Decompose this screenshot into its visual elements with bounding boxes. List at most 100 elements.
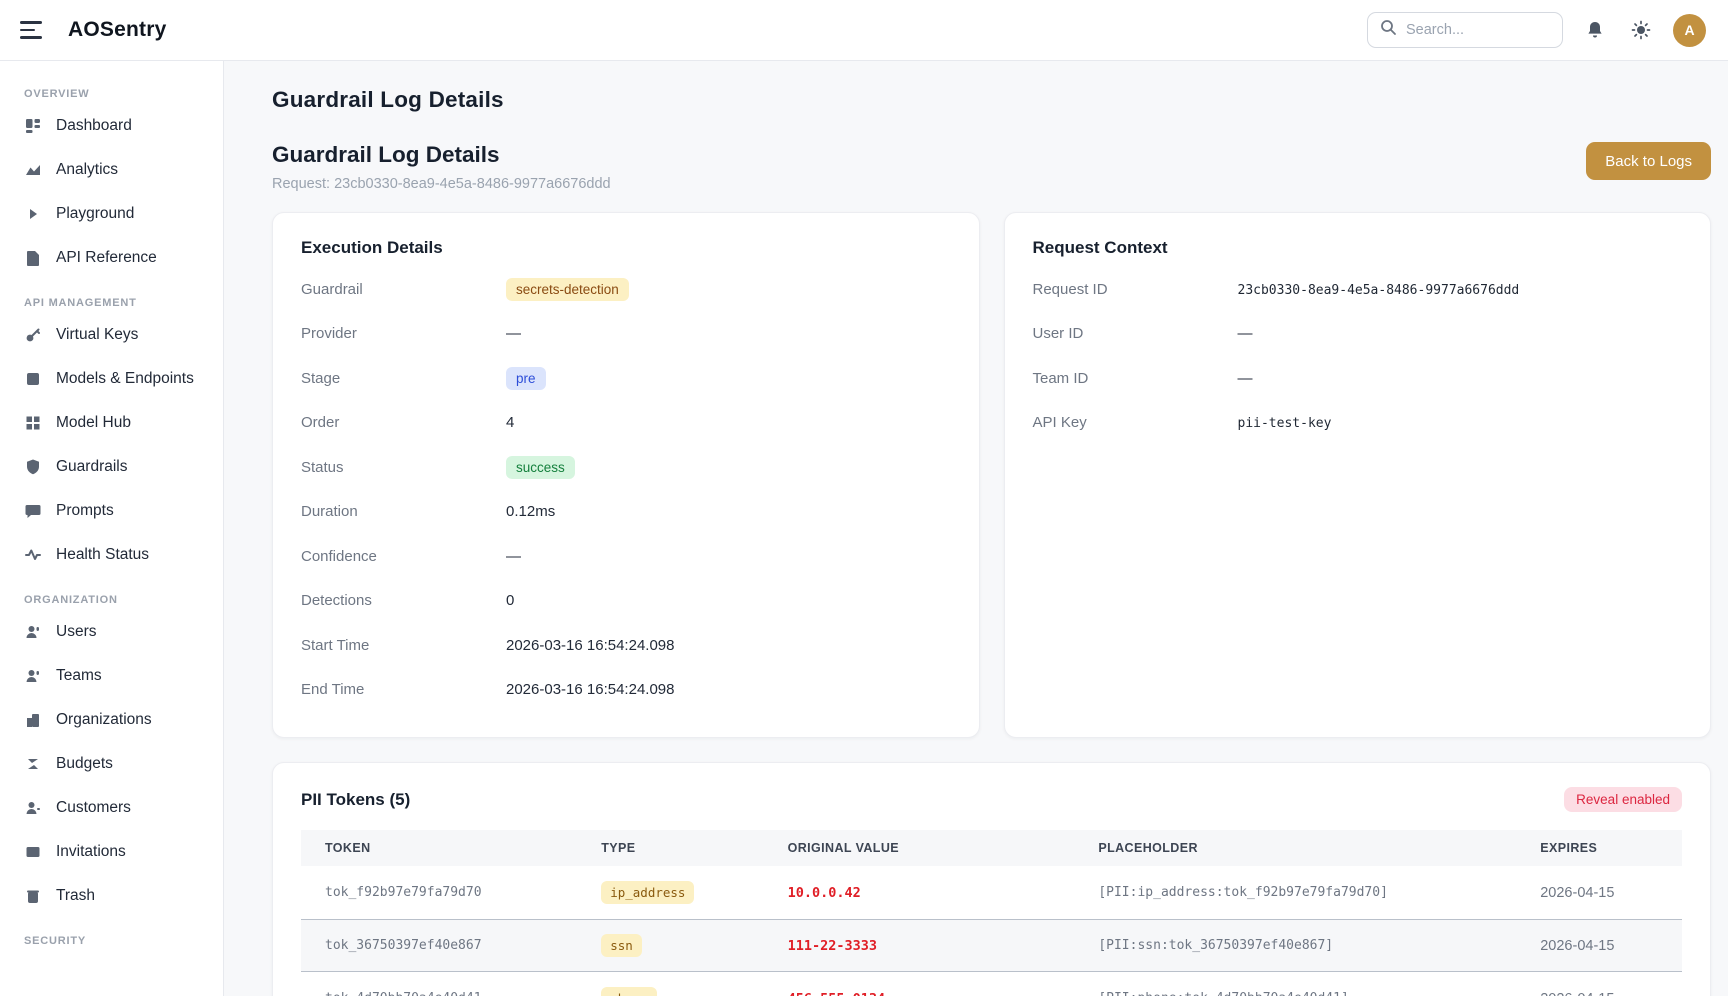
- detail-row: Provider —: [301, 312, 951, 357]
- detail-row: End Time 2026-03-16 16:54:24.098: [301, 668, 951, 713]
- sidebar: OVERVIEW Dashboard Analytics Playground: [0, 61, 224, 996]
- sidebar-item[interactable]: Organizations: [0, 698, 223, 742]
- analytics-icon: [24, 161, 42, 179]
- placeholder-cell: [PII:ip_address:tok_f92b97e79fa79d70]: [1098, 885, 1388, 900]
- detail-value: 0.12ms: [506, 503, 556, 521]
- sidebar-item-label: Dashboard: [56, 117, 132, 134]
- detail-label: Start Time: [301, 636, 370, 654]
- reveal-enabled-badge: Reveal enabled: [1564, 787, 1682, 812]
- detail-value: 2026-03-16 16:54:24.098: [506, 636, 675, 654]
- request-context-card: Request Context Request ID 23cb0330-8ea9…: [1003, 212, 1711, 738]
- pii-tokens-title: PII Tokens (5): [301, 789, 411, 809]
- placeholder-cell: [PII:phone:tok_4d70bb70a4e40d41]: [1074, 991, 1516, 996]
- table-column-header: TYPE: [601, 841, 636, 855]
- sidebar-item[interactable]: Playground: [0, 192, 223, 236]
- sidebar-item[interactable]: Prompts: [0, 489, 223, 533]
- sidebar-item[interactable]: Teams: [0, 654, 223, 698]
- detail-value: secrets-detection: [506, 277, 629, 301]
- detail-value: 4: [506, 414, 515, 432]
- execution-details-card: Execution Details Guardrail secrets-dete…: [272, 212, 980, 738]
- detail-label: API Key: [1032, 414, 1087, 432]
- back-to-logs-button[interactable]: Back to Logs: [1586, 142, 1711, 180]
- detail-label: Request ID: [1032, 280, 1108, 298]
- sidebar-section-label: SECURITY: [24, 935, 87, 947]
- page-title: Guardrail Log Details: [272, 87, 504, 112]
- table-row: tok_f92b97e79fa79d70 ip_address 10.0.0.4…: [301, 866, 1682, 919]
- sidebar-item-label: Prompts: [56, 502, 114, 519]
- sidebar-item[interactable]: Dashboard: [0, 104, 223, 148]
- card-title: Request Context: [1032, 238, 1168, 257]
- detail-value: 0: [506, 592, 515, 610]
- detail-row: Guardrail secrets-detection: [301, 267, 951, 312]
- detail-label: Guardrail: [301, 280, 363, 298]
- sidebar-item[interactable]: Trash: [0, 874, 223, 918]
- sidebar-item[interactable]: Analytics: [0, 148, 223, 192]
- detail-row: API Key pii-test-key: [1033, 401, 1683, 446]
- sidebar-item-label: Guardrails: [56, 458, 128, 475]
- table-column-header: EXPIRES: [1540, 841, 1598, 855]
- sidebar-section-label: OVERVIEW: [24, 88, 90, 100]
- detail-value: 23cb0330-8ea9-4e5a-8486-9977a6676ddd: [1237, 282, 1520, 298]
- detail-row: Detections 0: [301, 579, 951, 624]
- placeholder-cell: [PII:ssn:tok_36750397ef40e867]: [1098, 938, 1334, 953]
- menu-toggle-icon[interactable]: [20, 17, 46, 43]
- sidebar-item-label: API Reference: [56, 249, 157, 266]
- sidebar-item[interactable]: Health Status: [0, 533, 223, 577]
- detail-row: Request ID 23cb0330-8ea9-4e5a-8486-9977a…: [1033, 267, 1683, 312]
- section-title: Guardrail Log Details: [272, 142, 500, 167]
- sidebar-item[interactable]: API Reference: [0, 236, 223, 280]
- sidebar-item[interactable]: Guardrails: [0, 445, 223, 489]
- sidebar-item[interactable]: Model Hub: [0, 401, 223, 445]
- sidebar-item-label: Teams: [56, 667, 102, 684]
- theme-sun-icon[interactable]: [1627, 16, 1655, 44]
- detail-label: Stage: [301, 369, 341, 387]
- search-box[interactable]: [1367, 12, 1563, 48]
- detail-label: Confidence: [301, 547, 377, 565]
- detail-row: Duration 0.12ms: [301, 490, 951, 535]
- sidebar-item-label: Playground: [56, 205, 135, 222]
- expires-cell: 2026-04-15: [1516, 991, 1682, 996]
- detail-label: Detections: [301, 592, 372, 610]
- key-icon: [24, 326, 42, 344]
- expires-cell: 2026-04-15: [1540, 884, 1615, 901]
- avatar[interactable]: A: [1673, 13, 1706, 47]
- team-icon: [24, 667, 42, 685]
- sidebar-item-label: Users: [56, 623, 97, 640]
- sidebar-item[interactable]: Users: [0, 610, 223, 654]
- token-cell: tok_36750397ef40e867: [325, 938, 482, 953]
- search-icon: [1380, 19, 1397, 41]
- table-header-row: TOKEN TYPE ORIGINAL VALUE PLACEHOLDER EX…: [301, 830, 1682, 866]
- sidebar-item-label: Models & Endpoints: [56, 370, 194, 387]
- user-icon: [24, 623, 42, 641]
- sidebar-item[interactable]: Invitations: [0, 830, 223, 874]
- detail-label: Order: [301, 414, 340, 432]
- sidebar-section-label: API MANAGEMENT: [24, 297, 137, 309]
- detail-row: Stage pre: [301, 356, 951, 401]
- notifications-bell-icon[interactable]: [1581, 16, 1609, 44]
- dashboard-icon: [24, 117, 42, 135]
- trash-icon: [24, 887, 42, 905]
- sidebar-item-label: Budgets: [56, 755, 113, 772]
- type-badge: ssn: [601, 934, 642, 957]
- sidebar-item[interactable]: Virtual Keys: [0, 313, 223, 357]
- detail-label: Status: [301, 458, 344, 476]
- play-icon: [24, 205, 42, 223]
- envelope-icon: [24, 843, 42, 861]
- search-input[interactable]: [1406, 22, 1550, 38]
- grid-icon: [24, 414, 42, 432]
- sidebar-item[interactable]: Customers: [0, 786, 223, 830]
- sidebar-item[interactable]: Models & Endpoints: [0, 357, 223, 401]
- customer-icon: [24, 799, 42, 817]
- chat-icon: [24, 502, 42, 520]
- detail-label: End Time: [301, 681, 365, 699]
- type-cell: phone: [577, 987, 763, 996]
- detail-value: pii-test-key: [1237, 416, 1332, 432]
- detail-row: Confidence —: [301, 534, 951, 579]
- main-content: Guardrail Log Details Guardrail Log Deta…: [224, 61, 1728, 996]
- table-column-header: ORIGINAL VALUE: [787, 841, 900, 855]
- detail-row: Status success: [301, 445, 951, 490]
- sidebar-item[interactable]: Budgets: [0, 742, 223, 786]
- detail-value: —: [1237, 369, 1253, 387]
- detail-label: Duration: [301, 503, 358, 521]
- token-cell: tok_f92b97e79fa79d70: [325, 885, 482, 900]
